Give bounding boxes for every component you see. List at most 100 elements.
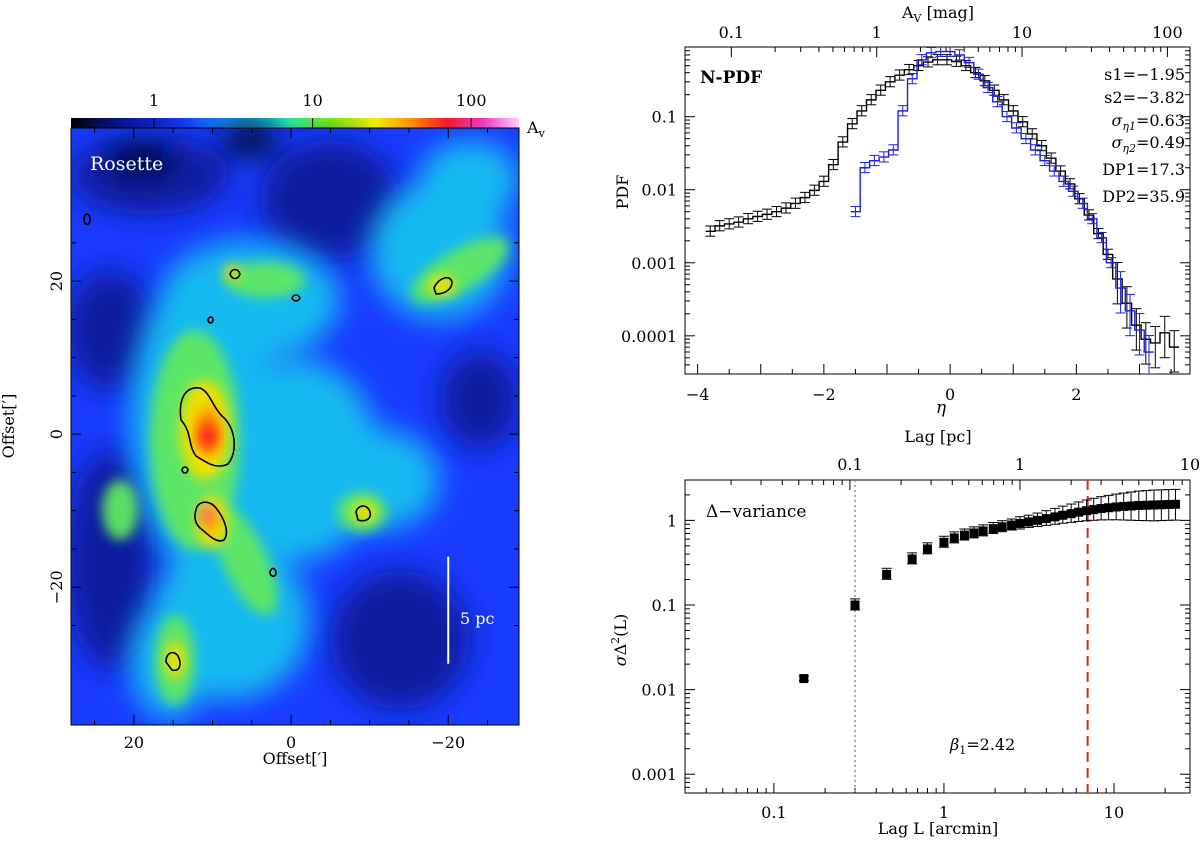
dvar-reference-lines [854,480,1089,793]
dvar-y-tick-label: 1 [667,511,677,530]
dvar-point [1111,502,1121,512]
map-x-tick-label: 20 [124,733,144,752]
dvar-point [1164,500,1174,510]
dvar-point [1156,500,1166,510]
dvar-y-tick-label: 0.01 [641,681,677,700]
npdf-top-tick-label: 1 [872,23,882,42]
npdf-y-tick-label: 0.01 [641,181,677,200]
map-xlabel: Offset[′] [263,749,328,768]
colorbar-tick-label: 10 [302,91,322,110]
colorbar-unit-label: Av [526,118,546,140]
npdf-ylabel: PDF [613,175,632,210]
npdf-blue-line [850,50,1154,353]
dvar-top-tick-label: 10 [1180,455,1200,474]
npdf-annotation: DP1=17.3 [1102,160,1185,179]
dvar-title: Δ−variance [706,502,807,522]
map-x-tick-label: 0 [286,733,296,752]
dvar-point [1050,512,1060,522]
dvar-point [1149,500,1159,510]
npdf-series [705,47,1180,374]
dvar-point [1089,505,1099,515]
dvar-point [1104,503,1114,513]
npdf-x-tick-label: 2 [1071,385,1081,404]
dvar-xlabel: Lag L [arcmin] [878,819,998,838]
npdf-annotation: ση1=0.63 [1111,111,1185,133]
colorbar [71,118,519,128]
npdf-top-tick-label: 10 [1012,23,1032,42]
npdf-top-tick-label: 0.1 [719,23,744,42]
npdf-black-line [705,59,1179,348]
npdf-ticks: −4 −2 0 2 0.0001 0.001 0.01 0.1 0.1 1 10 100 [621,23,1190,404]
dvar-point [907,554,917,564]
dvar-point [939,537,949,547]
dvar-point [1119,501,1129,511]
map-ylabel: Offset[′] [0,394,18,459]
dvar-point [1024,517,1034,527]
npdf-annotation: s2=−3.82 [1104,88,1185,107]
dvar-point [799,674,809,684]
map-y-tick-label: 20 [47,271,66,291]
dvar-point [1058,510,1068,520]
colorbar-tick-label: 1 [149,91,159,110]
av-contours [83,213,453,672]
map-ticks: 20 0 −20 20 0 −20 [47,128,519,752]
dvar-frame [684,479,1191,794]
scale-bar-label: 5 pc [460,609,495,628]
dvar-point [969,528,979,538]
dvar-point [1032,515,1042,525]
dvar-point [988,524,998,534]
dvar-point [1015,518,1025,528]
npdf-x-tick-label: −2 [812,385,836,404]
npdf-xlabel: η [936,398,947,418]
dvar-point [959,530,969,540]
dvar-x-tick-label: 0.1 [761,803,786,822]
map-y-tick-label: 0 [47,429,66,439]
dvar-point [1170,499,1180,509]
dvar-point [1134,500,1144,510]
dvar-point [1066,509,1076,519]
npdf-x-tick-label: −4 [686,385,710,404]
dvar-x-tick-label: 10 [1104,803,1124,822]
dvar-point [922,544,932,554]
colorbar-tick-label: 100 [456,91,487,110]
npdf-top-tick-label: 100 [1152,23,1183,42]
dvar-points [798,488,1181,684]
dvar-point [850,600,860,610]
npdf-y-tick-label: 0.1 [652,108,677,127]
npdf-x-tick-label: 0 [945,385,955,404]
map-frame [70,127,520,726]
dvar-top-tick-label: 0.1 [837,455,862,474]
npdf-annotation: ση2=0.49 [1111,133,1185,155]
dvar-point [1141,500,1151,510]
npdf-top-axis-label: AV [mag] [901,3,974,25]
dvar-point [1007,520,1017,530]
dvar-top-tick-label: 1 [1015,455,1025,474]
dvar-point [997,522,1007,532]
npdf-frame [684,46,1191,375]
npdf-y-tick-label: 0.001 [631,254,677,273]
npdf-annotation: DP2=35.9 [1102,187,1185,206]
dvar-annotation: β1=2.42 [949,735,1015,757]
dvar-y-tick-label: 0.1 [652,596,677,615]
map-title: Rosette [90,153,163,175]
dvar-ylabel: σΔ2(L) [609,614,630,667]
dvar-y-tick-label: 0.001 [631,765,677,784]
npdf-title: N-PDF [700,68,762,88]
dvar-point [949,533,959,543]
dvar-point [882,569,892,579]
dvar-point [1126,501,1136,511]
dvar-point [1041,514,1051,524]
dvar-point [1096,504,1106,514]
av-map-image [71,122,519,725]
colorbar-ticks: 1 10 100 [149,91,487,128]
dvar-point [978,526,988,536]
dvar-point [1082,506,1092,516]
dvar-top-axis-label: Lag [pc] [904,427,971,446]
dvar-panel: 0.1 1 10 0.001 0.01 0.1 1 0.1 1 10 Δ−variance β1=… [609,427,1200,838]
dvar-point [1074,507,1084,517]
dvar-ticks: 0.1 1 10 0.001 0.01 0.1 1 0.1 1 10 [631,455,1200,822]
dvar-x-tick-label: 1 [939,803,949,822]
